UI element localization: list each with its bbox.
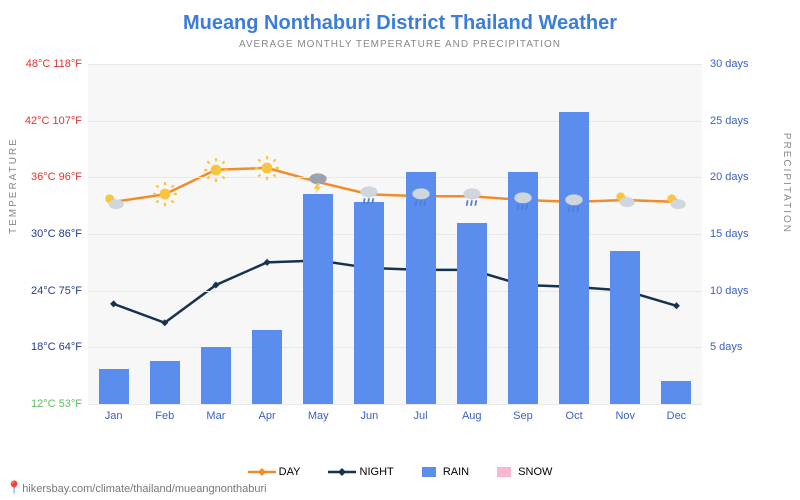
- y-right-tick: 10 days: [710, 285, 790, 297]
- x-tick-label: Sep: [503, 410, 543, 422]
- rain-bar: [559, 112, 589, 404]
- grid-line: [88, 404, 702, 405]
- chart-plot-area: [88, 64, 702, 404]
- rain-bar: [610, 251, 640, 404]
- night-marker: [673, 302, 680, 309]
- y-right-axis-title: PRECIPITATION: [781, 133, 792, 234]
- map-pin-icon: 📍: [6, 480, 22, 495]
- x-tick-label: Jan: [94, 410, 134, 422]
- weather-rain-icon: [510, 187, 536, 213]
- weather-sun-icon: [254, 155, 280, 181]
- legend: DAY NIGHT RAIN SNOW: [0, 466, 800, 478]
- legend-label: DAY: [279, 466, 301, 478]
- y-right-tick: 25 days: [710, 115, 790, 127]
- day-line: [114, 168, 677, 202]
- y-left-tick: 48°C 118°F: [4, 58, 82, 70]
- page-title: Mueang Nonthaburi District Thailand Weat…: [0, 0, 800, 35]
- legend-label: SNOW: [518, 466, 552, 478]
- x-tick-label: Aug: [452, 410, 492, 422]
- grid-line: [88, 234, 702, 235]
- page-subtitle: AVERAGE MONTHLY TEMPERATURE AND PRECIPIT…: [0, 35, 800, 50]
- x-tick-label: Dec: [656, 410, 696, 422]
- y-right-tick: 15 days: [710, 228, 790, 240]
- rain-bar: [150, 361, 180, 404]
- rain-bar: [252, 330, 282, 404]
- footer-attribution: 📍hikersbay.com/climate/thailand/mueangno…: [6, 480, 267, 496]
- rain-bar: [99, 369, 129, 404]
- weather-rain-icon: [459, 183, 485, 209]
- weather-rain-icon: [561, 189, 587, 215]
- y-right-tick: 30 days: [710, 58, 790, 70]
- legend-item: DAY: [248, 466, 301, 478]
- weather-sun-icon: [203, 157, 229, 183]
- rain-bar: [201, 347, 231, 404]
- x-tick-label: May: [298, 410, 338, 422]
- night-marker: [110, 300, 117, 307]
- y-left-tick: 36°C 96°F: [4, 171, 82, 183]
- y-right-tick: 5 days: [710, 341, 790, 353]
- grid-line: [88, 177, 702, 178]
- weather-partly-icon: [101, 189, 127, 215]
- y-left-tick: 42°C 107°F: [4, 115, 82, 127]
- legend-label: RAIN: [443, 466, 469, 478]
- x-tick-label: Jul: [401, 410, 441, 422]
- rain-bar: [661, 381, 691, 404]
- y-right-tick: 20 days: [710, 171, 790, 183]
- x-tick-label: Mar: [196, 410, 236, 422]
- weather-partly-icon: [612, 187, 638, 213]
- rain-bar: [354, 202, 384, 404]
- rain-bar: [457, 223, 487, 404]
- y-left-tick: 18°C 64°F: [4, 341, 82, 353]
- x-tick-label: Oct: [554, 410, 594, 422]
- legend-item: SNOW: [497, 466, 552, 478]
- footer-url: hikersbay.com/climate/thailand/mueangnon…: [22, 483, 266, 495]
- legend-label: NIGHT: [360, 466, 394, 478]
- grid-line: [88, 64, 702, 65]
- grid-line: [88, 121, 702, 122]
- legend-item: RAIN: [422, 466, 469, 478]
- weather-rain-icon: [356, 181, 382, 207]
- x-tick-label: Apr: [247, 410, 287, 422]
- weather-rain-icon: [408, 183, 434, 209]
- x-tick-label: Feb: [145, 410, 185, 422]
- legend-item: NIGHT: [328, 466, 393, 478]
- y-left-axis-title: TEMPERATURE: [8, 137, 19, 234]
- x-tick-label: Nov: [605, 410, 645, 422]
- weather-sun-icon: [152, 181, 178, 207]
- weather-partly-icon: [663, 189, 689, 215]
- rain-bar: [303, 194, 333, 404]
- y-left-tick: 24°C 75°F: [4, 285, 82, 297]
- y-left-tick: 30°C 86°F: [4, 228, 82, 240]
- weather-storm-icon: [305, 169, 331, 195]
- x-tick-label: Jun: [349, 410, 389, 422]
- y-left-tick: 12°C 53°F: [4, 398, 82, 410]
